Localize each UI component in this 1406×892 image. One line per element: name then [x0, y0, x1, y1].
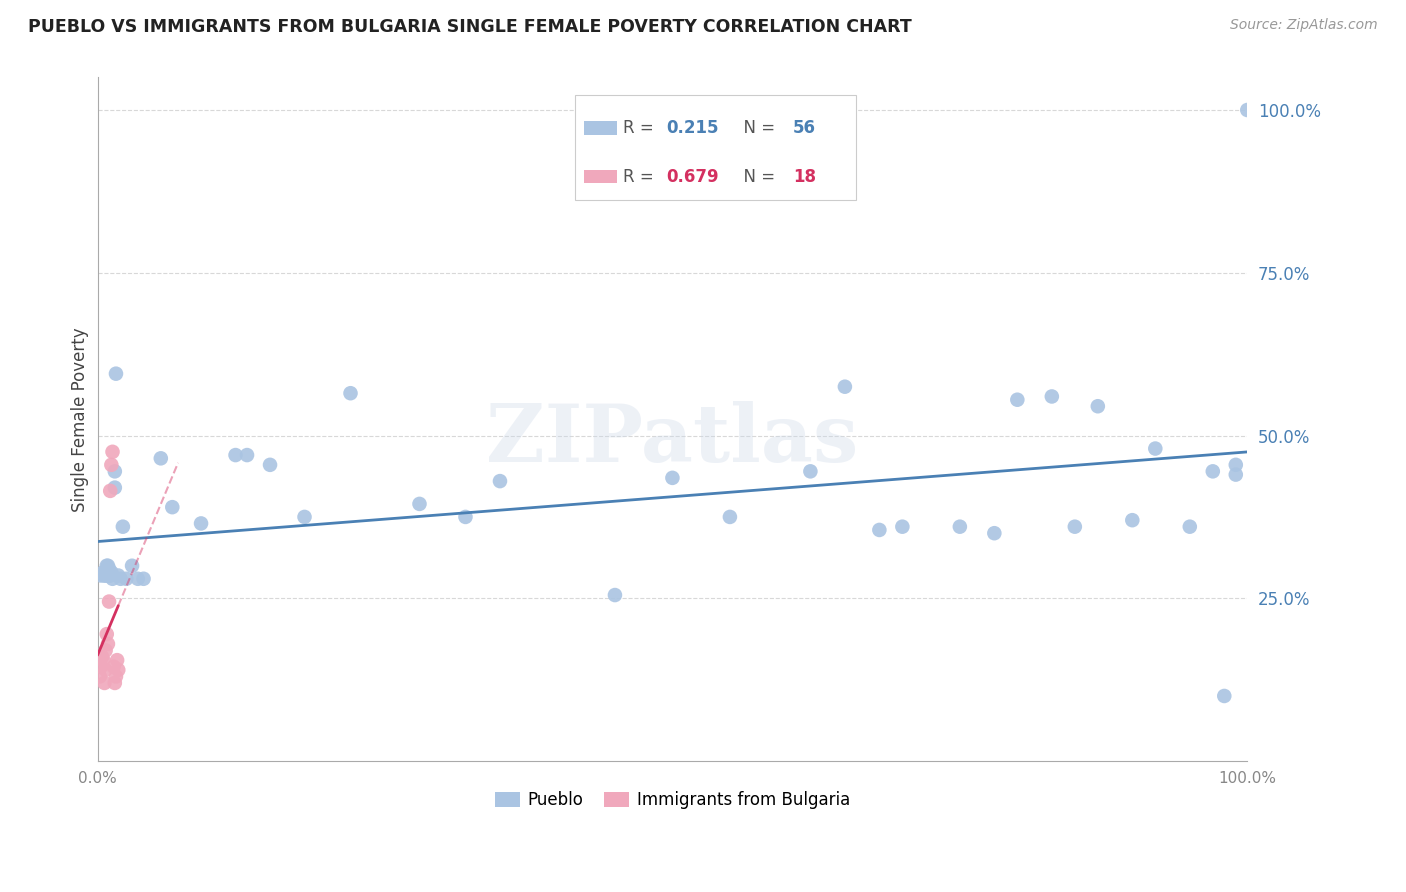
Point	[105, 653, 128, 667]
Y-axis label: Single Female Poverty: Single Female Poverty	[72, 327, 89, 512]
Point	[98, 562, 121, 576]
Point	[661, 471, 683, 485]
Point	[101, 445, 124, 459]
Bar	[583, 169, 617, 184]
Legend: Pueblo, Immigrants from Bulgaria: Pueblo, Immigrants from Bulgaria	[489, 786, 855, 814]
Point	[1225, 458, 1247, 472]
Point	[834, 380, 856, 394]
Point	[98, 568, 121, 582]
Point	[891, 519, 914, 533]
Point	[1225, 467, 1247, 482]
Point	[103, 659, 125, 673]
Text: R =: R =	[623, 169, 659, 186]
Point	[97, 558, 120, 573]
Point	[983, 526, 1005, 541]
Point	[225, 448, 247, 462]
Text: ZIPatlas: ZIPatlas	[486, 401, 859, 479]
Point	[100, 566, 122, 580]
Point	[454, 510, 477, 524]
Point	[868, 523, 890, 537]
Point	[162, 500, 184, 515]
Point	[93, 676, 115, 690]
Bar	[583, 121, 617, 135]
Point	[339, 386, 361, 401]
Point	[603, 588, 626, 602]
Point	[98, 568, 121, 582]
Point	[1087, 399, 1109, 413]
Point	[949, 519, 972, 533]
Point	[190, 516, 212, 531]
Point	[89, 669, 111, 683]
Point	[1178, 519, 1201, 533]
Point	[97, 637, 120, 651]
Text: PUEBLO VS IMMIGRANTS FROM BULGARIA SINGLE FEMALE POVERTY CORRELATION CHART: PUEBLO VS IMMIGRANTS FROM BULGARIA SINGL…	[28, 18, 912, 36]
Point	[100, 458, 122, 472]
Point	[98, 566, 121, 580]
Point	[97, 568, 120, 582]
Text: N =: N =	[734, 169, 780, 186]
Point	[1144, 442, 1167, 456]
Point	[1007, 392, 1029, 407]
Text: 0.215: 0.215	[666, 120, 720, 137]
Point	[1121, 513, 1143, 527]
Point	[718, 510, 741, 524]
Point	[1202, 464, 1225, 478]
Point	[1063, 519, 1085, 533]
Point	[107, 663, 129, 677]
Point	[94, 663, 117, 677]
Point	[127, 572, 149, 586]
Point	[236, 448, 259, 462]
Point	[104, 669, 127, 683]
Point	[96, 627, 118, 641]
Point	[101, 572, 124, 586]
Point	[98, 483, 121, 498]
Point	[799, 464, 821, 478]
Text: R =: R =	[623, 120, 659, 137]
Point	[96, 558, 118, 573]
Point	[259, 458, 281, 472]
Point	[132, 572, 155, 586]
Point	[90, 568, 112, 582]
Point	[121, 558, 143, 573]
Point	[91, 649, 114, 664]
Point	[149, 451, 172, 466]
Point	[1040, 389, 1063, 403]
Point	[104, 464, 127, 478]
Point	[98, 594, 121, 608]
Point	[489, 474, 512, 488]
Point	[1236, 103, 1258, 117]
Point	[104, 367, 127, 381]
Point	[110, 572, 132, 586]
Point	[90, 659, 112, 673]
Point	[94, 568, 117, 582]
Point	[96, 566, 118, 580]
Point	[94, 643, 117, 657]
Point	[111, 519, 134, 533]
Text: Source: ZipAtlas.com: Source: ZipAtlas.com	[1230, 18, 1378, 32]
Point	[93, 568, 115, 582]
Point	[91, 566, 114, 580]
Text: 56: 56	[793, 120, 815, 137]
Point	[294, 510, 316, 524]
Text: 0.679: 0.679	[666, 169, 720, 186]
Point	[107, 568, 129, 582]
Point	[91, 653, 114, 667]
Text: 18: 18	[793, 169, 815, 186]
FancyBboxPatch shape	[575, 95, 856, 201]
Text: N =: N =	[734, 120, 780, 137]
Point	[104, 676, 127, 690]
Point	[408, 497, 430, 511]
Point	[104, 481, 127, 495]
Point	[115, 572, 138, 586]
Point	[1213, 689, 1236, 703]
